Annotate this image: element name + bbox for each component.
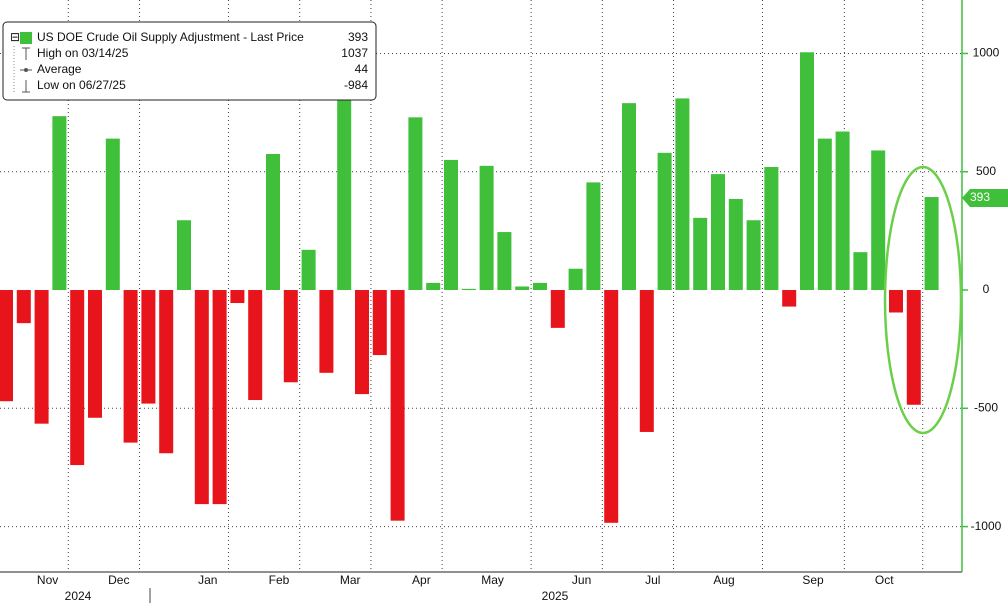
year-label: 2024	[65, 589, 92, 603]
bar	[461, 288, 476, 291]
bar	[568, 268, 583, 291]
bar	[301, 249, 316, 291]
legend-label: High on 03/14/25	[37, 46, 129, 60]
bar	[622, 103, 636, 291]
x-tick-label: Aug	[713, 573, 734, 587]
legend-label: Average	[37, 62, 82, 76]
bar	[159, 290, 174, 454]
bar	[639, 290, 654, 432]
bar	[515, 286, 530, 291]
bar	[835, 131, 850, 291]
y-tick-label: 500	[976, 164, 996, 178]
bar	[906, 290, 921, 405]
bar	[52, 116, 67, 291]
x-tick-label: May	[481, 573, 504, 587]
bar	[390, 290, 405, 521]
bar	[105, 138, 120, 291]
bar	[88, 290, 102, 418]
bar	[711, 174, 725, 291]
highlight-ellipse	[883, 165, 963, 435]
bar	[355, 290, 369, 395]
bar	[283, 290, 298, 383]
bar	[924, 197, 939, 291]
bar	[0, 290, 13, 402]
legend-value: 44	[355, 62, 369, 76]
bar	[34, 290, 49, 424]
bar	[230, 290, 245, 304]
x-tick-label: Feb	[269, 573, 290, 587]
last-price-label: 393	[970, 190, 990, 204]
bar	[70, 290, 85, 466]
plot-area	[0, 0, 962, 572]
x-tick-label: Jun	[572, 573, 591, 587]
legend-value: 1037	[341, 46, 368, 60]
bar	[177, 220, 191, 291]
bar	[426, 282, 441, 291]
x-tick-label: Jan	[198, 573, 217, 587]
x-tick-label: Oct	[875, 573, 894, 587]
bar	[889, 290, 903, 313]
bar	[604, 290, 619, 523]
legend: ⊟ US DOE Crude Oil Supply Adjustment - L…	[2, 21, 377, 101]
y-tick-label: -500	[974, 400, 998, 414]
bar	[817, 138, 832, 291]
year-label: 2025	[542, 589, 569, 603]
bar	[800, 52, 814, 291]
legend-icon: ⊟	[10, 30, 20, 44]
bar	[533, 282, 547, 291]
bar	[16, 290, 31, 324]
bar	[782, 290, 797, 307]
legend-box	[2, 21, 377, 101]
bar	[444, 159, 458, 291]
bar	[141, 290, 156, 404]
x-tick-label: Apr	[412, 573, 431, 587]
bar	[497, 232, 512, 291]
x-tick-label: Sep	[802, 573, 824, 587]
x-tick-label: Jul	[645, 573, 660, 587]
bar	[853, 252, 868, 291]
bar	[248, 290, 263, 401]
bar	[764, 167, 779, 291]
bar	[693, 217, 708, 291]
legend-value: 393	[348, 30, 368, 44]
legend-label: Low on 06/27/25	[37, 78, 126, 92]
bar	[479, 165, 494, 291]
bar	[123, 290, 138, 443]
y-tick-label: 1000	[973, 46, 1000, 60]
bar	[550, 290, 565, 328]
x-tick-label: Dec	[108, 573, 129, 587]
legend-label: US DOE Crude Oil Supply Adjustment - Las…	[37, 30, 304, 44]
legend-icon	[24, 68, 28, 72]
bar	[728, 198, 743, 291]
bar	[319, 290, 334, 373]
last-price-tag	[962, 189, 1008, 207]
bar	[337, 44, 352, 291]
bar	[194, 290, 209, 505]
x-tick-label: Mar	[340, 573, 361, 587]
x-tick-label: Nov	[37, 573, 58, 587]
bar	[657, 152, 672, 291]
y-tick-label: -1000	[971, 519, 1002, 533]
bar	[212, 290, 227, 505]
legend-value: -984	[344, 78, 368, 92]
bar	[266, 154, 280, 291]
bar	[746, 220, 761, 291]
bar	[408, 117, 423, 291]
bar	[871, 150, 886, 291]
bar	[675, 98, 690, 291]
bar	[372, 290, 387, 356]
y-tick-label: 0	[983, 282, 990, 296]
bar	[586, 182, 601, 291]
legend-swatch	[20, 32, 32, 44]
